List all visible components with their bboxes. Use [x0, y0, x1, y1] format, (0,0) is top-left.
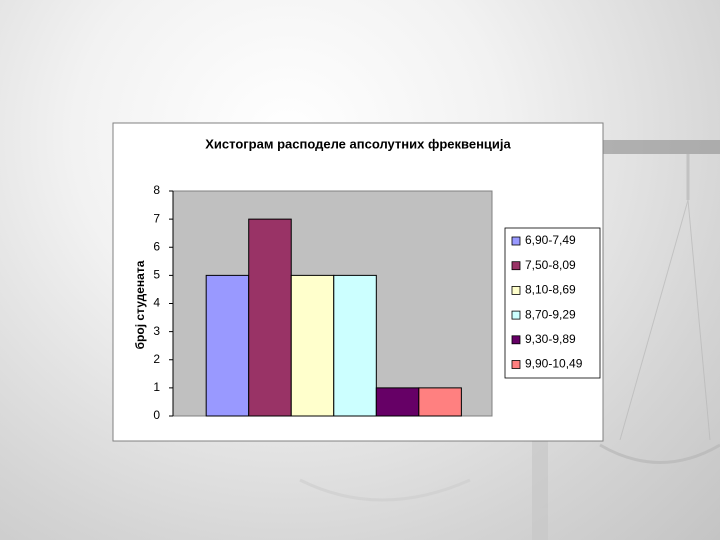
y-tick-label: 8	[153, 183, 160, 197]
y-tick-label: 5	[153, 268, 160, 282]
legend-label: 9,30-9,89	[525, 332, 576, 346]
legend-label: 6,90-7,49	[525, 233, 576, 247]
y-tick-label: 4	[153, 296, 160, 310]
legend-swatch	[511, 285, 521, 295]
bar	[248, 218, 292, 417]
bar	[205, 274, 250, 417]
legend-swatch	[511, 335, 521, 345]
legend-swatch	[511, 236, 521, 246]
legend-label: 9,90-10,49	[525, 357, 583, 371]
y-tick-label: 7	[153, 211, 160, 225]
legend-label: 8,10-8,69	[525, 283, 576, 297]
legend-label: 8,70-9,29	[525, 307, 576, 321]
legend-swatch	[511, 261, 521, 271]
bar	[290, 274, 335, 417]
bar	[333, 274, 377, 417]
bar	[375, 387, 420, 417]
legend-swatch	[511, 310, 521, 320]
y-axis-title: број студената	[133, 260, 147, 349]
scale-decoration	[299, 140, 720, 540]
y-tick-label: 2	[153, 352, 160, 366]
legend	[504, 227, 601, 379]
chart-title: Хистограм расподеле апсолутних фреквенци…	[205, 136, 511, 151]
y-tick-label: 1	[153, 380, 160, 394]
y-tick-label: 0	[153, 408, 160, 422]
legend-swatch	[511, 360, 521, 369]
y-tick-label: 3	[153, 324, 160, 338]
legend-label: 7,50-8,09	[525, 258, 576, 272]
y-tick-label: 6	[153, 239, 160, 253]
bar	[418, 387, 462, 417]
